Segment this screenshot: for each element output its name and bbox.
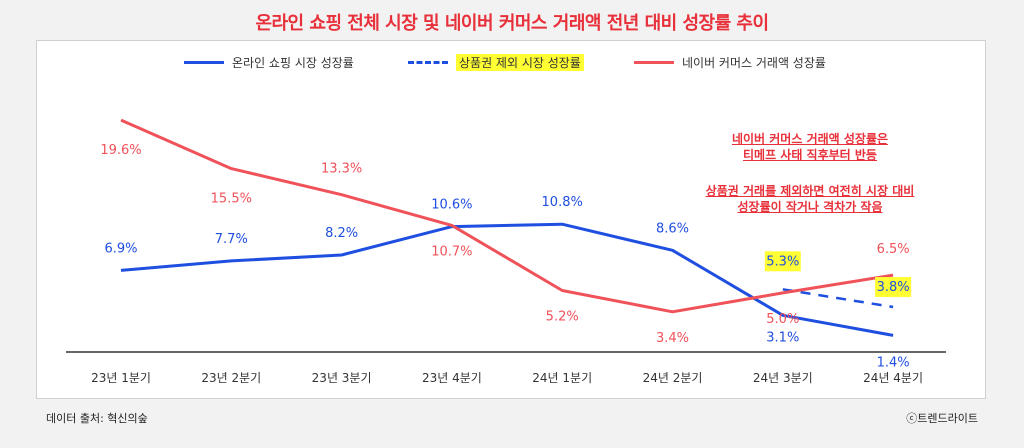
x-tick-label: 24년 4분기 xyxy=(863,371,923,385)
data-label: 10.6% xyxy=(431,198,472,213)
data-label: 10.7% xyxy=(431,244,472,259)
annotation-naver-rebound: 네이버 커머스 거래액 성장률은 티메프 사태 직후부터 반등 xyxy=(600,131,1020,163)
data-label: 3.8% xyxy=(877,280,910,295)
annotation-line: 상품권 거래를 제외하면 여전히 시장 대비 xyxy=(705,184,915,198)
series-line-2 xyxy=(120,118,894,314)
data-label: 8.2% xyxy=(325,226,358,241)
series-line-0 xyxy=(120,222,894,337)
legend-label: 네이버 커머스 거래액 성장률 xyxy=(682,55,826,70)
legend-item-naver-commerce: 네이버 커머스 거래액 성장률 xyxy=(634,52,826,72)
data-label: 5.0% xyxy=(766,312,799,327)
data-label: 3.4% xyxy=(656,331,689,346)
data-source: 데이터 출처: 혁신의숲 xyxy=(46,412,148,425)
data-label: 5.2% xyxy=(546,309,579,324)
x-tick-label: 24년 1분기 xyxy=(532,371,592,385)
data-label-highlight xyxy=(764,251,801,272)
legend-swatch-dashed-blue xyxy=(408,60,448,64)
legend-label: 온라인 쇼핑 시장 성장률 xyxy=(232,55,354,70)
x-tick-label: 24년 3분기 xyxy=(753,371,813,385)
data-label: 7.7% xyxy=(215,232,248,247)
data-label: 5.3% xyxy=(766,254,799,269)
annotation-line: 성장률이 작거나 격차가 작음 xyxy=(737,200,883,214)
data-label: 3.1% xyxy=(766,330,799,345)
copyright-credit: ⓒ트렌드라이트 xyxy=(906,412,978,425)
data-label: 13.3% xyxy=(321,162,362,177)
data-label: 6.9% xyxy=(104,241,137,256)
chart-legend: 온라인 쇼핑 시장 성장률 상품권 제외 시장 성장률 네이버 커머스 거래액 … xyxy=(0,52,1024,72)
legend-item-online-market: 온라인 쇼핑 시장 성장률 xyxy=(184,52,354,72)
annotation-line: 티메프 사태 직후부터 반등 xyxy=(743,148,877,162)
legend-swatch-solid-blue xyxy=(184,60,224,64)
legend-label: 상품권 제외 시장 성장률 xyxy=(456,53,584,71)
data-label: 19.6% xyxy=(100,143,141,158)
x-tick-label: 23년 1분기 xyxy=(91,371,151,385)
data-label: 10.8% xyxy=(542,195,583,210)
legend-swatch-solid-red xyxy=(634,60,674,64)
x-tick-label: 23년 4분기 xyxy=(422,371,482,385)
data-label: 15.5% xyxy=(211,192,252,207)
chart-title: 온라인 쇼핑 전체 시장 및 네이버 커머스 거래액 전년 대비 성장률 추이 xyxy=(255,13,769,34)
x-tick-label: 23년 2분기 xyxy=(201,371,261,385)
x-tick-label: 24년 2분기 xyxy=(643,371,703,385)
data-label: 6.5% xyxy=(877,242,910,257)
series-line-1 xyxy=(782,288,894,309)
legend-item-excl-gift-card: 상품권 제외 시장 성장률 xyxy=(408,52,584,72)
chart-panel xyxy=(36,40,986,399)
data-label: 8.6% xyxy=(656,221,689,236)
annotation-line: 네이버 커머스 거래액 성장률은 xyxy=(731,132,889,146)
data-label-highlight xyxy=(875,277,912,298)
data-label: 1.4% xyxy=(877,355,910,370)
annotation-excl-gift-card: 상품권 거래를 제외하면 여전히 시장 대비 성장률이 작거나 격차가 작음 xyxy=(600,183,1020,215)
x-tick-label: 23년 3분기 xyxy=(312,371,372,385)
